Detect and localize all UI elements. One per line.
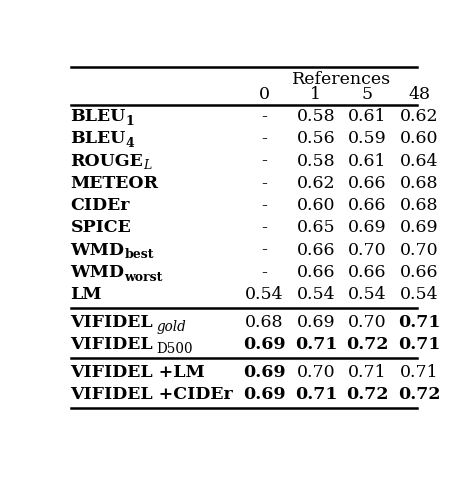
Text: 0.54: 0.54 <box>297 286 335 303</box>
Text: 0.71: 0.71 <box>348 363 387 381</box>
Text: 0.71: 0.71 <box>295 336 337 353</box>
Text: 0.54: 0.54 <box>400 286 438 303</box>
Text: BLEU: BLEU <box>70 130 126 147</box>
Text: 0.72: 0.72 <box>347 336 389 353</box>
Text: 0.62: 0.62 <box>297 175 335 192</box>
Text: 0.69: 0.69 <box>243 336 286 353</box>
Text: -: - <box>261 130 267 147</box>
Text: gold: gold <box>156 320 186 334</box>
Text: WMD: WMD <box>70 241 125 258</box>
Text: -: - <box>261 175 267 192</box>
Text: -: - <box>261 108 267 125</box>
Text: 48: 48 <box>408 86 430 104</box>
Text: 0.61: 0.61 <box>348 152 387 170</box>
Text: 0.69: 0.69 <box>243 386 286 403</box>
Text: D500: D500 <box>156 342 193 356</box>
Text: WMD: WMD <box>70 264 125 281</box>
Text: 1: 1 <box>126 115 135 128</box>
Text: 0: 0 <box>259 86 270 104</box>
Text: 0.61: 0.61 <box>348 108 387 125</box>
Text: 0.69: 0.69 <box>243 363 286 381</box>
Text: 0.71: 0.71 <box>398 336 440 353</box>
Text: 0.66: 0.66 <box>400 264 438 281</box>
Text: 0.65: 0.65 <box>297 219 335 236</box>
Text: 0.70: 0.70 <box>348 314 387 331</box>
Text: LM: LM <box>70 286 102 303</box>
Text: 0.64: 0.64 <box>400 152 438 170</box>
Text: 0.58: 0.58 <box>297 108 335 125</box>
Text: 1: 1 <box>310 86 321 104</box>
Text: METEOR: METEOR <box>70 175 159 192</box>
Text: 0.71: 0.71 <box>400 363 438 381</box>
Text: ROUGE: ROUGE <box>70 152 143 170</box>
Text: CIDEr: CIDEr <box>70 197 130 214</box>
Text: 0.58: 0.58 <box>297 152 335 170</box>
Text: -: - <box>261 197 267 214</box>
Text: 0.70: 0.70 <box>297 363 335 381</box>
Text: 0.72: 0.72 <box>347 386 389 403</box>
Text: 0.54: 0.54 <box>245 286 284 303</box>
Text: 0.69: 0.69 <box>348 219 387 236</box>
Text: 0.54: 0.54 <box>348 286 387 303</box>
Text: 0.70: 0.70 <box>348 241 387 258</box>
Text: BLEU: BLEU <box>70 108 126 125</box>
Text: 0.69: 0.69 <box>400 219 438 236</box>
Text: 0.70: 0.70 <box>400 241 438 258</box>
Text: 0.69: 0.69 <box>297 314 335 331</box>
Text: 0.56: 0.56 <box>297 130 335 147</box>
Text: -: - <box>261 152 267 170</box>
Text: -: - <box>261 264 267 281</box>
Text: 0.66: 0.66 <box>297 241 335 258</box>
Text: 4: 4 <box>126 137 135 150</box>
Text: 0.60: 0.60 <box>297 197 335 214</box>
Text: 0.68: 0.68 <box>400 175 438 192</box>
Text: References: References <box>292 71 391 88</box>
Text: 0.66: 0.66 <box>348 175 387 192</box>
Text: 0.59: 0.59 <box>348 130 387 147</box>
Text: 0.62: 0.62 <box>400 108 438 125</box>
Text: 0.68: 0.68 <box>245 314 284 331</box>
Text: 0.71: 0.71 <box>398 314 440 331</box>
Text: 0.66: 0.66 <box>348 264 387 281</box>
Text: SPICE: SPICE <box>70 219 131 236</box>
Text: best: best <box>125 248 154 261</box>
Text: VIFIDEL: VIFIDEL <box>70 314 153 331</box>
Text: 5: 5 <box>362 86 373 104</box>
Text: worst: worst <box>125 271 163 284</box>
Text: VIFIDEL: VIFIDEL <box>70 336 153 353</box>
Text: 0.72: 0.72 <box>398 386 440 403</box>
Text: VIFIDEL +CIDEr: VIFIDEL +CIDEr <box>70 386 233 403</box>
Text: -: - <box>261 219 267 236</box>
Text: -: - <box>261 241 267 258</box>
Text: L: L <box>143 160 151 173</box>
Text: 0.66: 0.66 <box>297 264 335 281</box>
Text: VIFIDEL +LM: VIFIDEL +LM <box>70 363 205 381</box>
Text: 0.60: 0.60 <box>400 130 438 147</box>
Text: 0.66: 0.66 <box>348 197 387 214</box>
Text: 0.71: 0.71 <box>295 386 337 403</box>
Text: 0.68: 0.68 <box>400 197 438 214</box>
